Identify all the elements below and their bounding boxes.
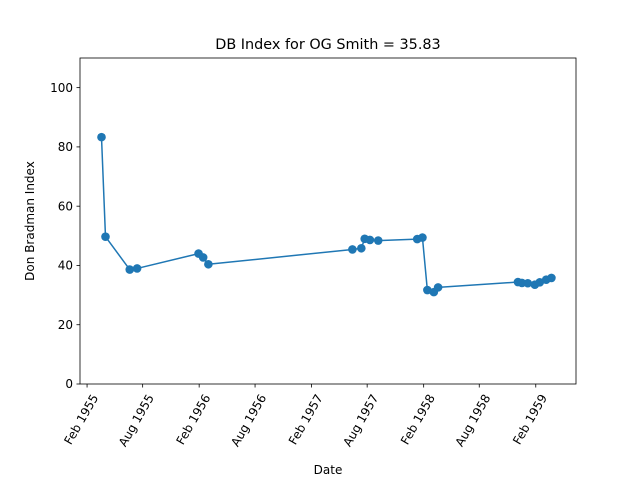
y-tick-label: 80 (58, 140, 73, 154)
y-tick-label: 20 (58, 318, 73, 332)
data-point (433, 283, 443, 292)
data-point (535, 278, 545, 287)
chart-title: DB Index for OG Smith = 35.83 (215, 37, 440, 53)
data-point (97, 132, 106, 142)
data-point (423, 285, 432, 295)
data-point (523, 278, 533, 288)
y-tick-label: 100 (50, 81, 73, 95)
y-axis: 0 20 40 60 80 100 (50, 81, 80, 391)
data-point (198, 253, 208, 262)
data-point (373, 236, 383, 245)
data-point (547, 273, 556, 283)
data-point (101, 232, 110, 242)
plot-area (79, 57, 577, 385)
data-point (348, 245, 357, 254)
data-point (125, 265, 135, 274)
data-point (357, 243, 366, 253)
axes-frame (79, 57, 577, 385)
y-tick-label: 40 (58, 259, 73, 273)
y-tick-label: 60 (58, 199, 73, 213)
y-tick-label: 0 (65, 377, 73, 391)
y-axis-label: Don Bradman Index (23, 161, 37, 281)
data-point (418, 233, 427, 242)
data-point (204, 259, 213, 269)
data-point (132, 264, 142, 273)
x-axis-label: Date (314, 463, 343, 477)
data-point (365, 235, 375, 245)
